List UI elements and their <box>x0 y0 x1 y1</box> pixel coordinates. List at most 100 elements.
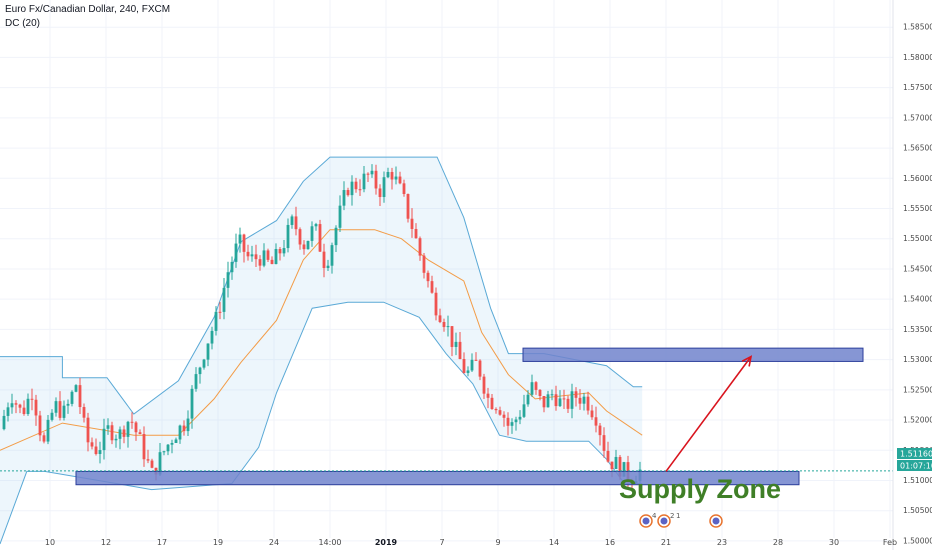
candle-body <box>318 224 322 252</box>
price-tick-label: 1.57500 <box>903 83 932 92</box>
candle-body <box>458 341 462 360</box>
candle-body <box>282 248 286 254</box>
candle-body <box>18 404 22 408</box>
candle-body <box>306 240 310 250</box>
candle-body <box>126 421 130 437</box>
event-count-badge: 4 <box>652 512 657 520</box>
price-tick-label: 1.58500 <box>903 23 932 32</box>
candle-body <box>362 173 366 190</box>
candle-body <box>86 417 90 443</box>
candle-body <box>542 396 546 408</box>
bar-countdown-label: 01:07:10 <box>900 462 932 471</box>
projection-arrow[interactable] <box>665 355 753 472</box>
candle-body <box>66 403 70 406</box>
candle-body <box>526 394 530 405</box>
candle-body <box>434 292 438 316</box>
candle-body <box>510 422 514 426</box>
candle-body <box>170 442 174 445</box>
candle-body <box>310 226 314 241</box>
candle-body <box>54 401 58 413</box>
candle-body <box>474 359 478 361</box>
price-tick-label: 1.51000 <box>903 476 932 485</box>
candle-body <box>406 193 410 219</box>
event-count-badge: 1 <box>676 512 680 520</box>
time-tick-label: 23 <box>717 538 727 547</box>
candle-body <box>246 251 250 257</box>
candle-body <box>410 218 414 229</box>
candle-body <box>578 397 582 404</box>
candle-body <box>130 421 134 423</box>
time-tick-label: 12 <box>101 538 111 547</box>
candle-body <box>394 176 398 180</box>
candle-body <box>202 359 206 368</box>
candle-body <box>530 382 534 395</box>
candle-body <box>182 425 186 432</box>
candle-body <box>518 416 522 420</box>
candle-body <box>38 415 42 436</box>
candle-body <box>14 403 18 405</box>
candle-body <box>342 190 346 206</box>
candle-body <box>278 249 282 254</box>
candle-body <box>422 255 426 273</box>
candle-body <box>490 397 494 409</box>
candle-body <box>590 410 594 418</box>
candle-body <box>610 461 614 469</box>
candle-body <box>262 250 266 266</box>
supply-zone-annotation: Supply Zone <box>619 474 781 504</box>
time-axis[interactable]: 10 12 17 19 24 14:00 2019 7 9 14 16 21 23 28 30 Feb <box>45 538 897 547</box>
candle-body <box>190 388 194 419</box>
time-tick-label: Feb <box>883 538 897 547</box>
time-tick-label: 14 <box>549 538 559 547</box>
candle-body <box>502 414 506 418</box>
price-tick-label: 1.50000 <box>903 536 932 545</box>
candle-body <box>134 422 138 433</box>
symbol-legend[interactable]: Euro Fx/Canadian Dollar, 240, FXCM <box>5 4 171 15</box>
candle-body <box>30 398 34 400</box>
candle-body <box>594 417 598 426</box>
time-tick-label: 14:00 <box>318 538 341 547</box>
grid-lines <box>0 0 893 542</box>
candle-body <box>402 183 406 194</box>
candle-body <box>62 405 66 418</box>
time-tick-label: 10 <box>45 538 55 547</box>
candle-body <box>250 254 254 257</box>
candle-body <box>114 438 118 441</box>
candle-body <box>206 343 210 360</box>
supply-zones[interactable] <box>75 347 864 486</box>
candle-body <box>302 244 306 250</box>
candle-body <box>470 359 474 371</box>
price-tick-label: 1.52000 <box>903 416 932 425</box>
time-tick-label: 21 <box>661 538 671 547</box>
candle-body <box>550 394 554 396</box>
candle-body <box>82 407 86 418</box>
candle-body <box>466 370 470 373</box>
candle-body <box>90 442 94 447</box>
candle-body <box>22 407 26 414</box>
candle-body <box>174 439 178 443</box>
candle-body <box>50 412 54 420</box>
candle-body <box>298 229 302 245</box>
candle-body <box>314 224 318 227</box>
price-tick-label: 1.53500 <box>903 325 932 334</box>
price-tick-label: 1.50500 <box>903 506 932 515</box>
candle-body <box>186 418 190 432</box>
candle-body <box>178 425 182 440</box>
candle-body <box>122 429 126 437</box>
donchian-basis-line <box>0 229 643 451</box>
candle-body <box>266 250 270 260</box>
candle-body <box>390 171 394 180</box>
candle-body <box>606 450 610 462</box>
candle-body <box>10 403 14 408</box>
candle-body <box>58 401 62 418</box>
price-tick-label: 1.55500 <box>903 204 932 213</box>
candle-body <box>546 394 550 408</box>
arrow-head <box>741 355 753 367</box>
indicator-legend[interactable]: DC (20) <box>5 18 41 29</box>
candle-body <box>230 261 234 273</box>
time-tick-label: 19 <box>213 538 223 547</box>
candle-body <box>566 398 570 409</box>
price-tick-label: 1.56000 <box>903 174 932 183</box>
candle-body <box>198 367 202 375</box>
